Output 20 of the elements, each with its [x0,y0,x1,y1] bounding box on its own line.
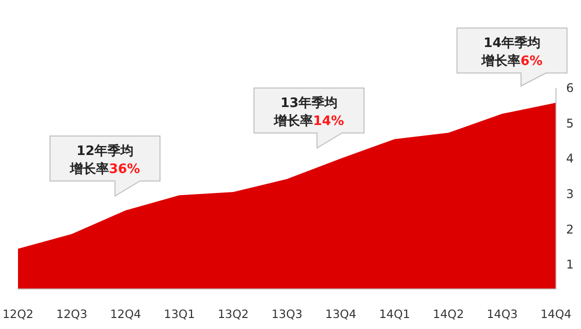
x-tick-label: 12Q3 [56,307,88,321]
x-tick-label: 13Q1 [164,307,195,321]
y-tick-label: 6 [566,81,574,96]
x-tick-label: 14Q3 [486,307,518,321]
x-tick-label: 13Q4 [325,307,356,321]
y-tick-label: 1 [566,258,574,272]
x-tick-label: 13Q2 [218,307,249,321]
annotation: 12年季均增长率36% [68,143,140,177]
annotation: 13年季均增长率14% [272,95,344,129]
x-tick-label: 14Q1 [379,307,410,321]
x-tick-label: 13Q3 [271,307,303,321]
x-tick-label: 14Q4 [540,307,572,321]
x-tick-label: 12Q2 [2,307,34,321]
x-tick-label: 12Q4 [110,307,142,321]
x-tick-label: 14Q2 [432,307,464,321]
y-tick-label: 3 [566,186,574,201]
y-tick-label: 5 [566,116,574,130]
text: 14年季均增长率6% [480,35,543,69]
y-tick-label: 4 [566,152,574,166]
y-tick-label: 2 [566,222,574,236]
